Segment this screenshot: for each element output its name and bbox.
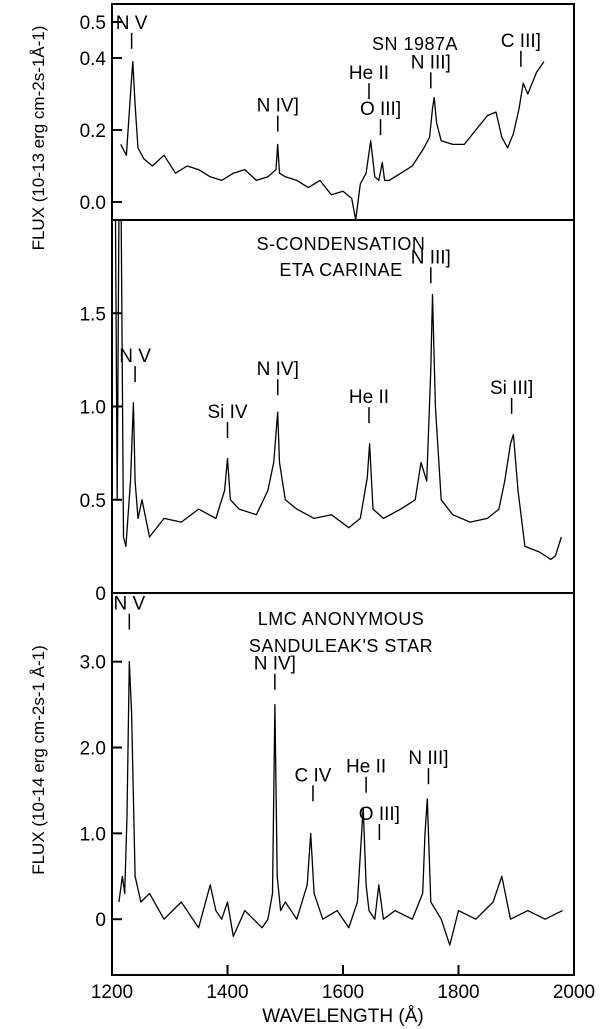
line-id-label: N V bbox=[116, 13, 148, 34]
panel-title: ETA CARINAE bbox=[279, 260, 402, 280]
line-id-label: O III] bbox=[360, 99, 401, 120]
y-tick-label: 0.4 bbox=[80, 49, 107, 70]
panel-title: SANDULEAK'S STAR bbox=[249, 636, 433, 656]
y-tick-label: 0.5 bbox=[80, 491, 106, 512]
y-tick-label: 0.2 bbox=[80, 121, 106, 142]
line-id-label: N IV] bbox=[257, 359, 299, 380]
x-tick-label: 2000 bbox=[553, 982, 595, 1003]
y-axis-label-top: FLUX (10-13 erg cm-2s-1Å-1) bbox=[29, 26, 48, 251]
line-id-label: Si III] bbox=[490, 378, 533, 399]
line-id-label: O III] bbox=[359, 804, 400, 825]
x-tick-label: 1800 bbox=[437, 982, 479, 1003]
line-id-label: He II bbox=[349, 387, 389, 408]
panel-title: LMC ANONYMOUS bbox=[258, 609, 425, 629]
x-axis: 1200 1400 1600 1800 2000 bbox=[91, 965, 595, 1003]
y-tick-label: 3.0 bbox=[80, 653, 106, 674]
panel-eta-carinae: 1.5 1.0 0.5 0 S-CONDENSATION ETA CARINAE N V Si… bbox=[80, 219, 575, 605]
line-id-label: He II bbox=[346, 757, 386, 778]
line-id-label: N IV] bbox=[254, 654, 296, 675]
y-tick-label: 2.0 bbox=[80, 739, 106, 760]
x-tick-label: 1400 bbox=[206, 982, 248, 1003]
x-tick-label: 1200 bbox=[91, 982, 133, 1003]
y-tick-label: 0 bbox=[95, 910, 106, 931]
spectrum-line bbox=[118, 661, 563, 946]
y-tick-label: 0 bbox=[95, 584, 106, 605]
x-axis-label: WAVELENGTH (Å) bbox=[262, 1006, 424, 1027]
y-tick-label: 0.0 bbox=[80, 193, 106, 214]
y-tick-label: 1.0 bbox=[80, 398, 106, 419]
y-axis-label-bottom: FLUX (10-14 erg cm-2s-1 Å-1) bbox=[29, 645, 48, 875]
line-id-label: C IV bbox=[294, 765, 331, 786]
line-id-label: N V bbox=[113, 594, 145, 615]
y-tick-label: 0.5 bbox=[80, 13, 106, 34]
spectrum-line bbox=[120, 60, 545, 221]
line-id-label: N III] bbox=[408, 748, 448, 769]
line-id-label: N IV] bbox=[257, 96, 299, 117]
panel-title: S-CONDENSATION bbox=[257, 234, 426, 254]
x-tick-label: 1600 bbox=[322, 982, 364, 1003]
y-tick-label: 1.5 bbox=[80, 304, 106, 325]
y-tick-label: 1.0 bbox=[80, 824, 106, 845]
line-id-label: C III] bbox=[501, 31, 541, 52]
line-id-label: N III] bbox=[411, 52, 451, 73]
line-id-label: N III] bbox=[411, 247, 451, 268]
panel-sn1987a: 0.5 0.4 0.2 0.0 SN 1987A N V N IV] He II O III] N… bbox=[80, 3, 575, 221]
panel-title: SN 1987A bbox=[372, 34, 458, 54]
line-id-label: He II bbox=[349, 63, 389, 84]
line-id-label: Si IV bbox=[207, 402, 247, 423]
spectrum-line bbox=[113, 219, 562, 561]
line-id-label: N V bbox=[119, 346, 151, 367]
